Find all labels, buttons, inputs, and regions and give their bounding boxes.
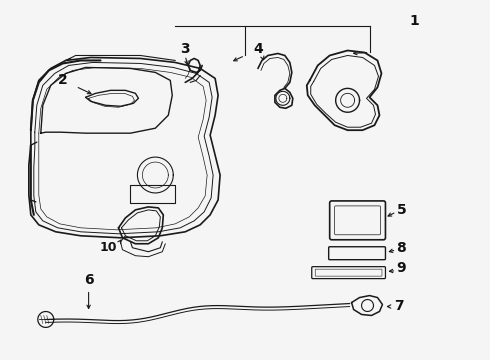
Text: 1: 1 <box>410 14 419 28</box>
Text: 3: 3 <box>180 41 190 55</box>
Text: 7: 7 <box>394 298 404 312</box>
Text: 8: 8 <box>396 241 406 255</box>
Text: 9: 9 <box>396 261 406 275</box>
Text: 2: 2 <box>58 73 68 87</box>
Text: 10: 10 <box>100 241 117 254</box>
Text: 5: 5 <box>396 203 406 217</box>
Text: 6: 6 <box>84 273 94 287</box>
Text: 4: 4 <box>253 41 263 55</box>
